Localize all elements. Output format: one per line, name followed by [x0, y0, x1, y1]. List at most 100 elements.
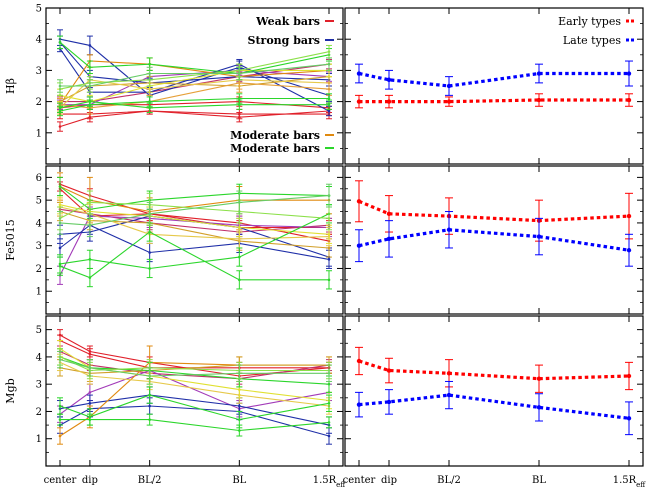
data-point-hb-mean-0-0 — [356, 99, 362, 104]
data-point-hb-individual-14-4 — [327, 97, 331, 100]
data-point-fe5015-individual-12-3 — [238, 255, 241, 259]
data-point-fe5015-individual-14-2 — [148, 212, 151, 216]
y-tick-label-mgb-individual-3: 4 — [36, 352, 42, 363]
x-tick-label-1-2: BL/2 — [437, 475, 461, 486]
y-axis-label-fe5015-individual: Fe5015 — [4, 219, 17, 261]
data-point-mgb-individual-14-4 — [327, 371, 331, 375]
y-tick-label-fe5015-individual-1: 2 — [36, 264, 42, 275]
data-point-hb-individual-15-0 — [58, 106, 62, 110]
series-line-hb-individual-7 — [59, 41, 330, 84]
data-point-fe5015-mean-1-3 — [536, 234, 542, 239]
data-point-mgb-mean-1-4 — [626, 416, 632, 421]
panel-frame-mgb-mean — [344, 315, 644, 467]
x-tick-label-0-2: BL/2 — [138, 475, 162, 486]
y-tick-label-mgb-individual-1: 2 — [36, 407, 42, 418]
data-point-hb-individual-0-0 — [58, 125, 62, 128]
data-point-hb-individual-17-0 — [58, 84, 62, 88]
legend-strong-label: Strong bars — [248, 34, 320, 47]
data-point-mgb-individual-4-4 — [327, 434, 331, 438]
panel-frame-hb-mean — [344, 7, 644, 165]
data-point-hb-mean-1-1 — [386, 77, 392, 82]
data-point-mgb-individual-12-3 — [238, 418, 241, 421]
data-point-fe5015-individual-11-2 — [148, 230, 151, 234]
data-point-mgb-individual-11-4 — [327, 421, 331, 424]
data-point-hb-mean-1-3 — [536, 71, 542, 76]
legend-moderate-orange-label: Moderate bars — [230, 129, 320, 142]
data-point-mgb-individual-5-3 — [238, 404, 241, 408]
panel-frame-fe5015-mean — [344, 165, 644, 315]
data-point-mgb-individual-3-1 — [88, 391, 92, 394]
panel-frame-fe5015-individual — [45, 165, 344, 315]
data-point-fe5015-individual-7-4 — [327, 246, 331, 250]
data-point-fe5015-individual-9-0 — [58, 203, 62, 207]
data-point-fe5015-individual-14-0 — [58, 221, 62, 225]
data-point-hb-mean-1-0 — [356, 71, 362, 76]
series-line-fe5015-individual-11 — [59, 231, 329, 281]
x-tick-label-0-4: 1.5Reff — [313, 475, 347, 489]
data-point-fe5015-mean-1-0 — [356, 243, 362, 248]
data-point-hb-individual-15-4 — [327, 103, 331, 107]
x-tick-label-subscript-0: eff — [336, 481, 346, 489]
data-point-mgb-individual-6-0 — [58, 434, 62, 438]
panel-fe5015-individual — [57, 172, 332, 290]
y-tick-label-fe5015-individual-3: 4 — [36, 218, 42, 229]
data-point-fe5015-individual-12-1 — [88, 258, 92, 261]
data-point-hb-mean-0-2 — [446, 99, 452, 104]
data-point-hb-individual-14-3 — [238, 97, 241, 100]
x-tick-label-1-1: dip — [381, 475, 397, 486]
data-point-fe5015-individual-14-4 — [327, 194, 331, 197]
data-point-mgb-individual-14-3 — [238, 371, 241, 375]
series-line-mgb-mean-1 — [358, 393, 630, 420]
data-point-hb-mean-1-2 — [446, 83, 452, 89]
panel-hb-mean — [355, 60, 633, 109]
panel-hb-individual — [57, 29, 332, 132]
data-point-fe5015-individual-11-3 — [238, 278, 241, 282]
data-point-mgb-mean-0-4 — [626, 373, 632, 379]
series-line-hb-individual-9 — [59, 76, 330, 103]
x-tick-label-0-3: BL — [232, 475, 246, 486]
data-point-mgb-mean-1-3 — [536, 405, 542, 410]
data-point-fe5015-individual-11-1 — [88, 276, 92, 279]
data-point-hb-individual-15-3 — [238, 103, 241, 107]
series-line-fe5015-mean-0 — [358, 199, 630, 223]
y-tick-label-hb-individual-2: 3 — [36, 66, 42, 77]
data-point-hb-mean-0-3 — [536, 97, 542, 103]
data-point-mgb-mean-0-3 — [536, 376, 542, 381]
data-point-hb-mean-0-1 — [386, 99, 392, 104]
y-tick-label-hb-individual-1: 2 — [36, 97, 42, 108]
data-point-hb-individual-1-3 — [238, 112, 241, 116]
legend-late-label: Late types — [563, 34, 621, 47]
series-line-fe5015-mean-1 — [358, 228, 630, 252]
x-tick-label-0-0: center — [44, 475, 77, 486]
data-point-hb-individual-16-4 — [327, 50, 331, 53]
data-point-mgb-individual-11-3 — [238, 429, 241, 432]
series-line-mgb-mean-0 — [358, 359, 630, 381]
data-point-fe5015-individual-8-3 — [238, 237, 241, 241]
panel-fe5015-mean — [355, 180, 633, 267]
data-point-fe5015-mean-1-1 — [386, 236, 392, 242]
y-tick-label-hb-individual-4: 5 — [36, 4, 42, 15]
data-point-mgb-mean-1-0 — [356, 402, 362, 407]
data-point-fe5015-individual-13-4 — [327, 217, 331, 220]
panel-mgb-mean — [355, 346, 633, 436]
y-tick-label-fe5015-individual-0: 1 — [36, 287, 42, 298]
legend-early-label: Early types — [558, 15, 621, 28]
panel-mgb-individual — [57, 329, 332, 445]
data-point-fe5015-mean-0-4 — [626, 213, 632, 219]
data-point-hb-individual-17-2 — [148, 72, 151, 75]
data-point-fe5015-individual-12-0 — [58, 262, 62, 266]
data-point-fe5015-individual-14-3 — [238, 201, 241, 204]
panel-frame-mgb-individual — [45, 315, 344, 467]
data-point-mgb-individual-12-4 — [327, 401, 331, 405]
y-tick-label-fe5015-individual-2: 3 — [36, 241, 42, 252]
y-tick-label-hb-individual-0: 1 — [36, 128, 42, 139]
data-point-fe5015-individual-12-2 — [148, 267, 151, 270]
data-layer — [57, 29, 633, 445]
data-point-hb-individual-13-0 — [58, 41, 62, 44]
x-tick-label-1-0: center — [343, 475, 376, 486]
data-point-mgb-individual-11-2 — [148, 418, 151, 421]
data-point-mgb-mean-0-1 — [386, 368, 392, 373]
data-point-fe5015-mean-1-4 — [626, 248, 632, 253]
data-point-hb-individual-12-4 — [327, 87, 331, 91]
data-point-mgb-individual-1-1 — [88, 352, 92, 356]
